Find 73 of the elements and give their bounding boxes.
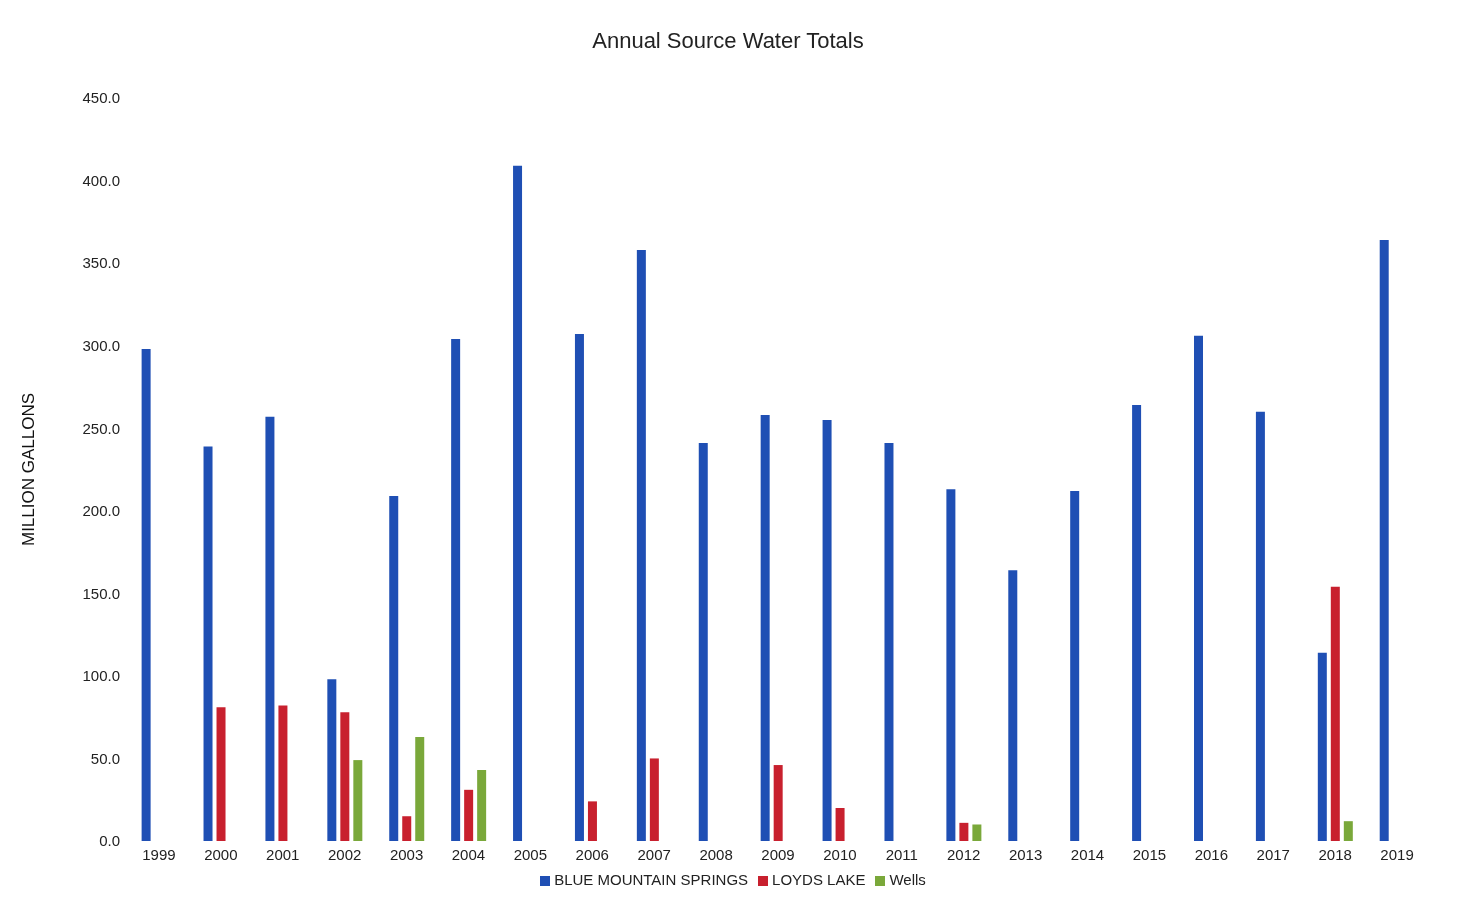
- bar: [464, 789, 474, 841]
- bar: [265, 416, 275, 841]
- bar: [389, 495, 399, 841]
- x-tick-label: 2005: [513, 845, 548, 863]
- x-tick-label: 2000: [204, 845, 238, 863]
- bar: [636, 249, 646, 841]
- bar: [141, 348, 151, 841]
- y-tick-label: 250.0: [82, 419, 120, 437]
- bar: [884, 443, 894, 841]
- bar: [1070, 490, 1080, 841]
- x-tick-label: 2002: [327, 845, 362, 863]
- bar: [353, 760, 363, 841]
- x-tick-label: 2003: [389, 845, 424, 863]
- y-tick-label: 300.0: [82, 336, 120, 354]
- x-tick-label: 2017: [1256, 845, 1290, 863]
- y-axis-title: MILLION GALLONS: [19, 392, 39, 547]
- x-tick-label: 2016: [1194, 845, 1229, 863]
- chart-title: Annual Source Water Totals: [591, 27, 865, 55]
- x-tick-label: 2019: [1380, 845, 1414, 863]
- y-tick-label: 50.0: [90, 749, 120, 767]
- bar: [451, 339, 461, 841]
- bar: [574, 334, 584, 841]
- bar: [1317, 652, 1327, 841]
- x-tick-label: 2006: [575, 845, 609, 863]
- bar: [1194, 335, 1203, 841]
- x-tick-label: 2014: [1070, 845, 1105, 863]
- bar: [1343, 821, 1353, 841]
- bar: [203, 446, 213, 841]
- bar: [698, 443, 708, 841]
- bar: [1330, 586, 1340, 841]
- y-tick-label: 100.0: [82, 667, 120, 685]
- legend-label: LOYDS LAKE: [772, 871, 866, 888]
- bar: [1255, 411, 1265, 841]
- bar: [959, 822, 969, 841]
- bar: [415, 736, 425, 841]
- x-tick-label: 2008: [699, 845, 733, 863]
- legend-label: BLUE MOUNTAIN SPRINGS: [554, 871, 749, 888]
- y-tick-label: 200.0: [82, 502, 120, 520]
- x-tick-label: 2009: [761, 845, 795, 863]
- y-tick-label: 450.0: [82, 89, 120, 107]
- y-tick-label: 400.0: [82, 171, 120, 189]
- bar: [513, 165, 523, 841]
- y-tick-label: 0.0: [99, 832, 120, 850]
- bar: [773, 765, 783, 841]
- y-tick-label: 150.0: [82, 584, 120, 602]
- bar: [835, 807, 845, 841]
- y-tick-label: 350.0: [82, 254, 120, 272]
- bar: [402, 816, 412, 841]
- bar: [649, 758, 659, 841]
- x-tick-label: 2007: [637, 845, 671, 863]
- x-tick-label: 2001: [266, 845, 300, 863]
- x-tick-label: 2013: [1008, 845, 1043, 863]
- x-tick-label: 2015: [1132, 845, 1167, 863]
- legend-label: Wells: [889, 871, 926, 888]
- bar: [760, 415, 770, 841]
- bar: [587, 801, 597, 841]
- bar: [278, 705, 288, 841]
- x-tick-label: 2010: [823, 845, 857, 863]
- bar: [1132, 405, 1142, 841]
- bar: [216, 707, 226, 841]
- bar: [1379, 240, 1389, 841]
- bar: [946, 489, 956, 841]
- x-tick-label: 1999: [142, 845, 176, 863]
- bar: [327, 679, 337, 841]
- x-tick-label: 2018: [1318, 845, 1352, 863]
- bar: [340, 712, 350, 841]
- bar: [972, 824, 982, 841]
- bar: [822, 419, 832, 841]
- x-tick-label: 2011: [885, 845, 918, 863]
- bar: [1008, 570, 1018, 841]
- x-tick-label: 2012: [947, 845, 981, 863]
- x-tick-label: 2004: [451, 845, 486, 863]
- bar: [477, 770, 487, 841]
